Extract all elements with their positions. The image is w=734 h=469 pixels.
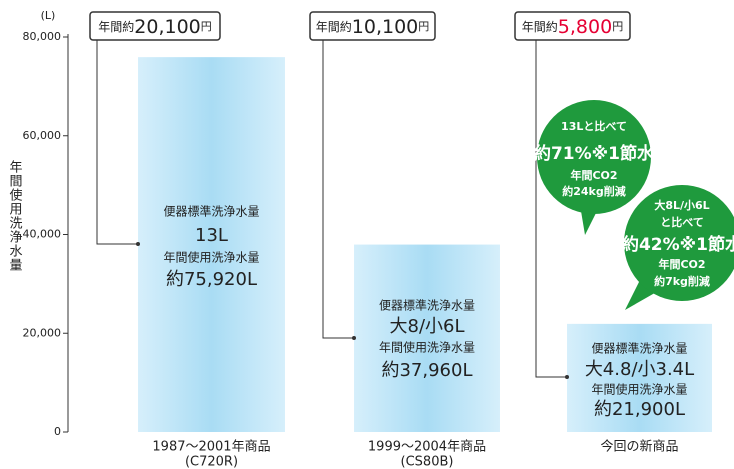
bar-note: 年間使用洗浄水量 xyxy=(591,382,687,397)
cost-amount: 10,100 xyxy=(352,16,418,38)
bar-note: 大4.8/小3.4L xyxy=(585,359,694,380)
leader-dot xyxy=(136,242,140,246)
bar-note: 便器標準洗浄水量 xyxy=(379,298,475,313)
bubble-text: 13Lと比べて xyxy=(561,119,627,133)
bubble-text: 年間CO2 xyxy=(570,168,617,182)
x-tick-label: 1987～2001年商品 xyxy=(152,440,270,455)
x-tick-sublabel: (C720R) xyxy=(185,455,238,469)
cost-text: 年間約20,100円 xyxy=(98,16,212,38)
bubble-text: 約71%※1節水 xyxy=(534,143,655,164)
leader-dot xyxy=(565,375,569,379)
y-tick-label: 40,000 xyxy=(23,228,62,241)
cost-suffix: 円 xyxy=(418,20,429,33)
y-tick-label: 60,000 xyxy=(23,129,62,142)
bubble-text: と比べて xyxy=(660,215,704,229)
bubble-text: 約7kg削減 xyxy=(654,274,710,288)
bar-note: 大8/小6L xyxy=(390,316,465,337)
bar xyxy=(138,57,285,433)
cost-suffix: 円 xyxy=(201,20,212,33)
y-unit: (L) xyxy=(41,9,56,22)
cost-prefix: 年間約 xyxy=(522,19,558,34)
value-label: 約37,960L xyxy=(381,360,472,381)
bar-note: 13L xyxy=(195,225,228,246)
bar-note: 年間使用洗浄水量 xyxy=(163,250,259,265)
bar xyxy=(354,244,500,432)
bubble-text: 年間CO2 xyxy=(658,257,705,271)
bar-note: 年間使用洗浄水量 xyxy=(379,340,475,355)
bubble-text: 約24kg削減 xyxy=(562,184,626,198)
cost-box xyxy=(89,11,221,41)
leader-line xyxy=(535,40,567,378)
leader-dot xyxy=(352,336,356,340)
bubble-text: 大8L/小6L xyxy=(654,198,709,212)
cost-amount: 20,100 xyxy=(134,16,200,38)
bubble xyxy=(537,100,651,214)
cost-amount: 5,800 xyxy=(558,16,612,38)
bubble xyxy=(624,185,734,301)
cost-box xyxy=(309,11,436,41)
value-label: 約75,920L xyxy=(166,269,257,290)
bubble-text: 約42%※1節水 xyxy=(622,234,734,255)
bar-note: 便器標準洗浄水量 xyxy=(163,204,259,219)
leader-line xyxy=(96,40,138,245)
x-tick-label: 今回の新商品 xyxy=(600,439,678,455)
y-axis-label: 年間使用洗浄水量 xyxy=(7,160,23,272)
value-label: 約21,900L xyxy=(594,399,685,420)
bar-note: 便器標準洗浄水量 xyxy=(591,341,687,356)
cost-prefix: 年間約 xyxy=(98,19,134,34)
x-tick-label: 1999～2004年商品 xyxy=(368,440,486,455)
cost-text: 年間約5,800円 xyxy=(522,16,623,38)
y-tick-label: 20,000 xyxy=(23,326,62,339)
x-tick-sublabel: (CS80B) xyxy=(401,455,454,469)
leader-line xyxy=(322,40,354,339)
cost-suffix: 円 xyxy=(612,20,623,33)
y-tick-label: 0 xyxy=(54,425,61,438)
cost-text: 年間約10,100円 xyxy=(316,16,430,38)
y-tick-label: 80,000 xyxy=(23,30,62,43)
cost-prefix: 年間約 xyxy=(316,19,352,34)
bar xyxy=(567,323,712,432)
cost-box xyxy=(514,11,631,41)
